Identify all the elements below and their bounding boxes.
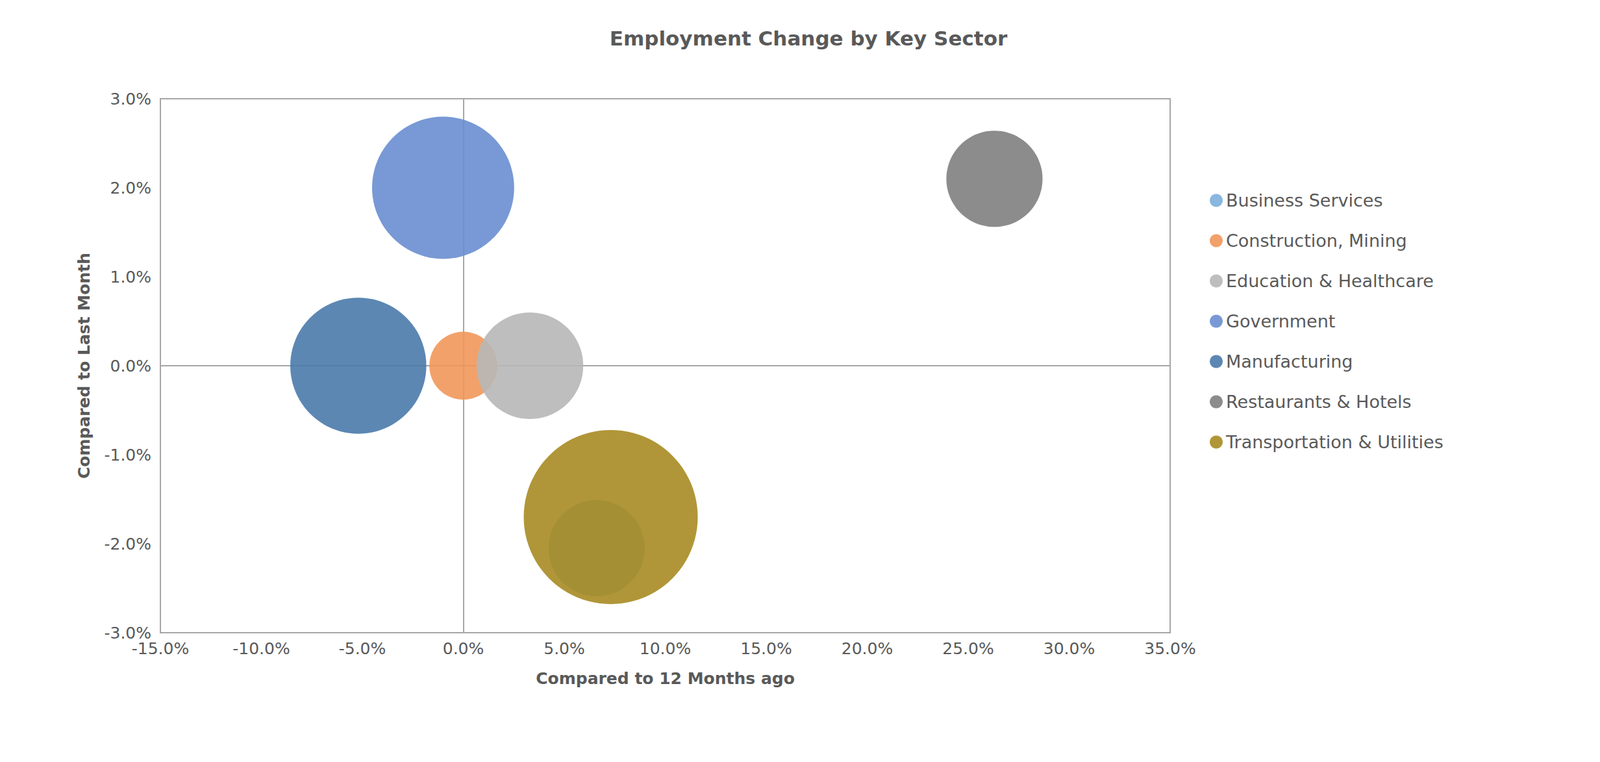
svg-text:15.0%: 15.0% [740,638,792,658]
svg-text:0.0%: 0.0% [109,356,152,376]
svg-text:-3.0%: -3.0% [104,623,152,642]
svg-text:Transportation & Utilities: Transportation & Utilities [1225,431,1444,452]
svg-text:-5.0%: -5.0% [338,638,387,658]
svg-text:-2.0%: -2.0% [103,534,152,554]
svg-text:0.0%: 0.0% [442,638,485,658]
svg-text:-15.0%: -15.0% [131,638,189,658]
svg-text:-10.0%: -10.0% [232,638,290,658]
svg-text:Employment Change by Key Secto: Employment Change by Key Sector [609,26,1008,50]
svg-text:10.0%: 10.0% [639,638,691,658]
svg-text:35.0%: 35.0% [1144,638,1196,658]
svg-text:20.0%: 20.0% [841,638,893,658]
svg-text:25.0%: 25.0% [942,638,994,658]
svg-text:Government: Government [1225,311,1336,332]
svg-text:-1.0%: -1.0% [103,445,152,465]
svg-text:2.0%: 2.0% [109,178,152,198]
svg-text:Restaurants & Hotels: Restaurants & Hotels [1225,391,1412,412]
svg-text:30.0%: 30.0% [1043,638,1095,658]
svg-text:Manufacturing: Manufacturing [1225,351,1354,372]
svg-text:Education & Healthcare: Education & Healthcare [1225,270,1434,291]
svg-text:Compared to 12 Months ago: Compared to 12 Months ago [535,668,795,688]
svg-text:Business Services: Business Services [1225,190,1384,211]
svg-text:1.0%: 1.0% [109,267,152,287]
svg-text:5.0%: 5.0% [543,638,586,658]
svg-text:3.0%: 3.0% [109,89,152,109]
svg-text:Construction, Mining: Construction, Mining [1225,230,1408,251]
svg-text:Compared to Last Month: Compared to Last Month [74,252,94,479]
